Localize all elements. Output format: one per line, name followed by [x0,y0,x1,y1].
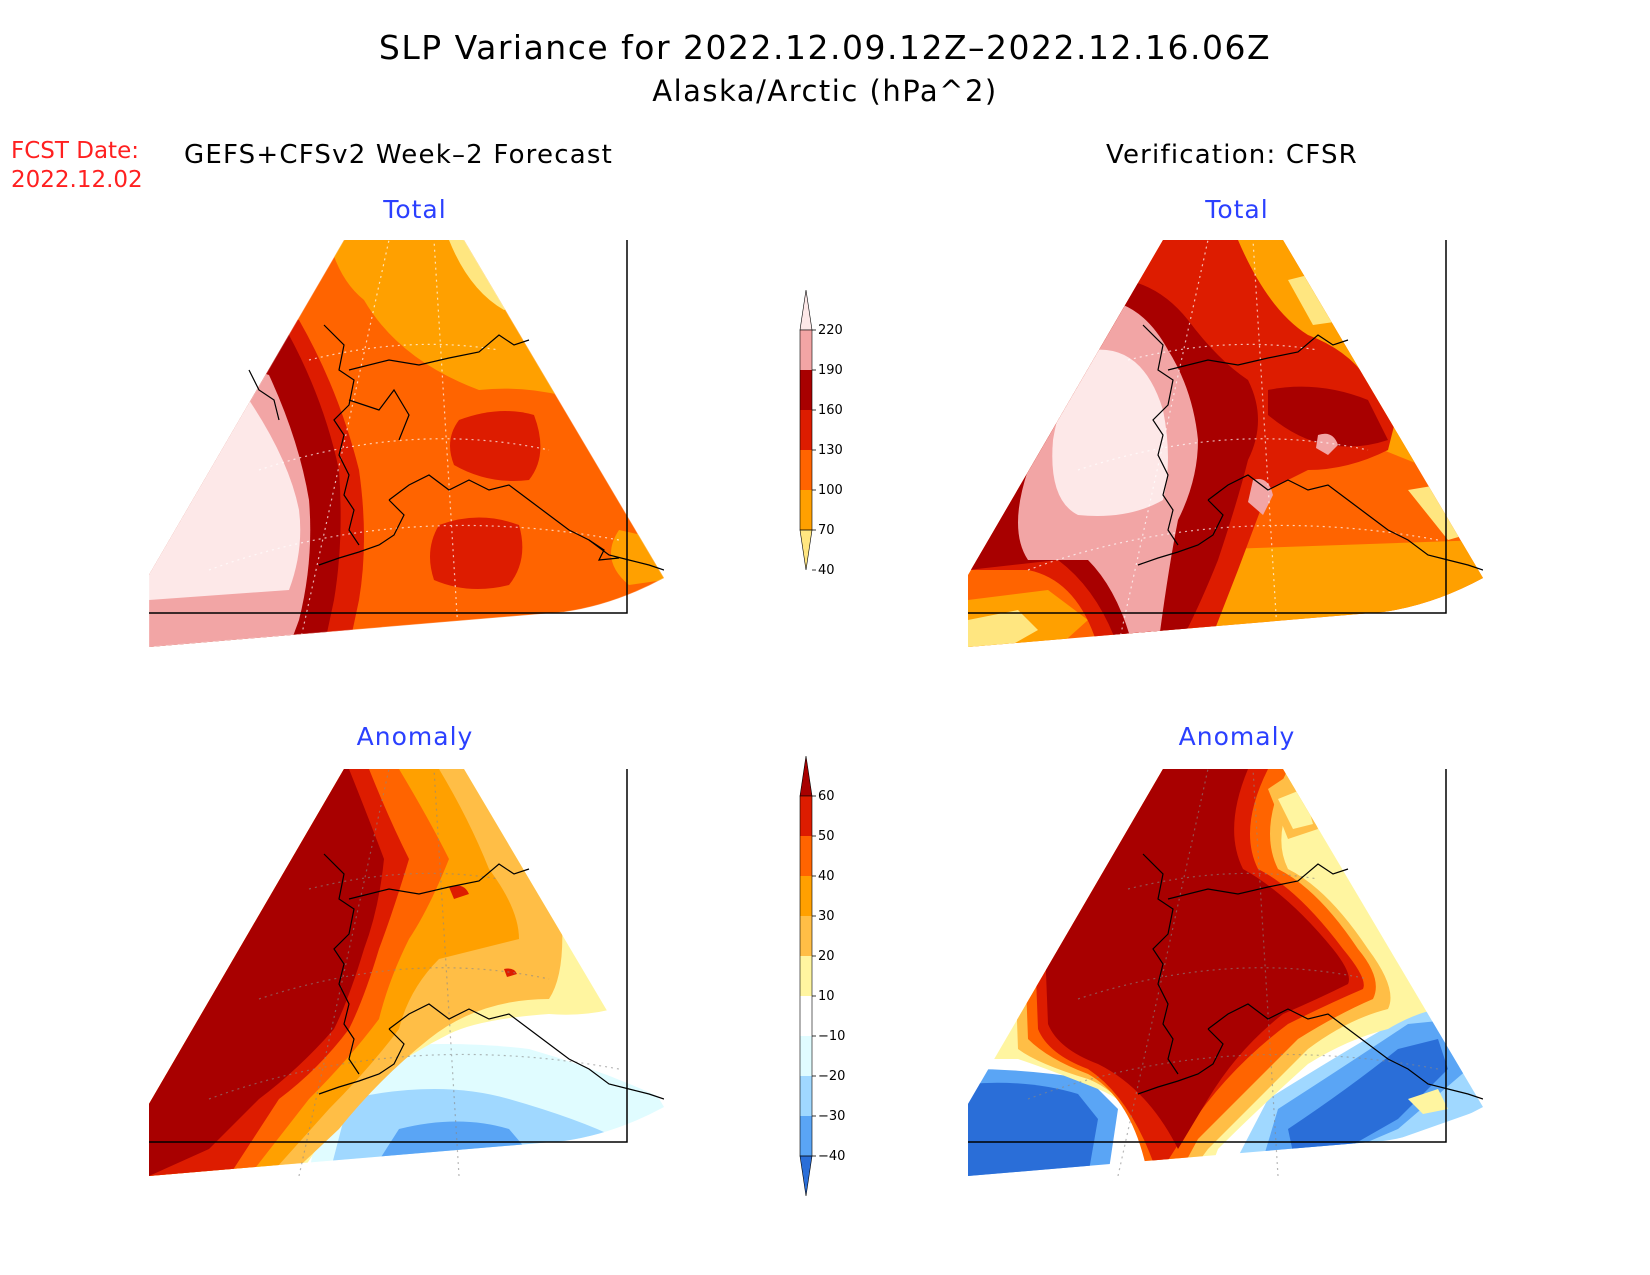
anomaly-colorbar-tick-label: −30 [818,1109,845,1124]
total-colorbar-tick-label: 70 [818,523,835,538]
anomaly-colorbar-bottom-arrow [799,1155,813,1197]
total-colorbar-tick-label: 40 [818,563,835,578]
anomaly-colorbar-tick-label: 20 [818,949,835,964]
total-colorbar-swatch [800,450,812,490]
total-colorbar-tick-label: 100 [818,483,843,498]
anomaly-colorbar-swatch [800,956,812,996]
anomaly-colorbar-swatch [800,796,812,836]
fcst-date-label: FCST Date: [11,138,139,164]
total-colorbar-tick-label: 130 [818,443,843,458]
anomaly-colorbar-swatch [800,1036,812,1076]
anomaly-colorbar-tick-label: 50 [818,829,835,844]
forecast-total-map [149,240,664,647]
anomaly-colorbar-tick-label: 60 [818,789,835,804]
anomaly-colorbar-swatch [800,1116,812,1156]
forecast-date-block: FCST Date: 2022.12.02 [11,137,143,195]
fcst-date-value: 2022.12.02 [11,167,143,193]
total-colorbar-top-arrow [799,289,813,331]
forecast-total-title: Total [383,195,447,224]
anomaly-colorbar-top-arrow [799,755,813,797]
total-colorbar-tick-label: 190 [818,363,843,378]
total-colorbar-bottom-arrow [799,529,813,571]
main-title: SLP Variance for 2022.12.09.12Z–2022.12.… [378,28,1272,67]
total-colorbar-tick-label: 220 [818,323,843,338]
anomaly-colorbar-tick-label: −20 [818,1069,845,1084]
verification-anomaly-map [968,769,1483,1176]
forecast-anomaly-map [149,769,664,1176]
anomaly-colorbar-tick-label: −40 [818,1149,845,1164]
verification-anomaly-title: Anomaly [1178,722,1296,751]
total-colorbar-swatch [800,330,812,370]
total-colorbar-swatch [800,370,812,410]
total-colorbar-swatch [800,410,812,450]
anomaly-colorbar-tick-label: 40 [818,869,835,884]
verification-heading: Verification: CFSR [1106,140,1358,170]
forecast-heading: GEFS+CFSv2 Week–2 Forecast [184,140,613,170]
anomaly-colorbar: 60 50 40 30 20 10 −10 −20 −30 −40 [799,755,845,1197]
anomaly-colorbar-swatch [800,836,812,876]
total-colorbar-tick-label: 160 [818,403,843,418]
anomaly-colorbar-swatch [800,1076,812,1116]
verification-total-map [968,240,1483,647]
anomaly-colorbar-swatch [800,876,812,916]
main-subtitle: Alaska/Arctic (hPa^2) [652,74,998,108]
anomaly-colorbar-swatch [800,996,812,1036]
anomaly-colorbar-swatch [800,916,812,956]
forecast-anomaly-title: Anomaly [356,722,474,751]
verification-total-title: Total [1205,195,1269,224]
anomaly-colorbar-tick-label: 10 [818,989,835,1004]
anomaly-colorbar-tick-label: −10 [818,1029,845,1044]
total-colorbar-swatch [800,490,812,530]
total-colorbar: 220 190 160 130 100 70 40 [799,289,843,578]
anomaly-colorbar-tick-label: 30 [818,909,835,924]
